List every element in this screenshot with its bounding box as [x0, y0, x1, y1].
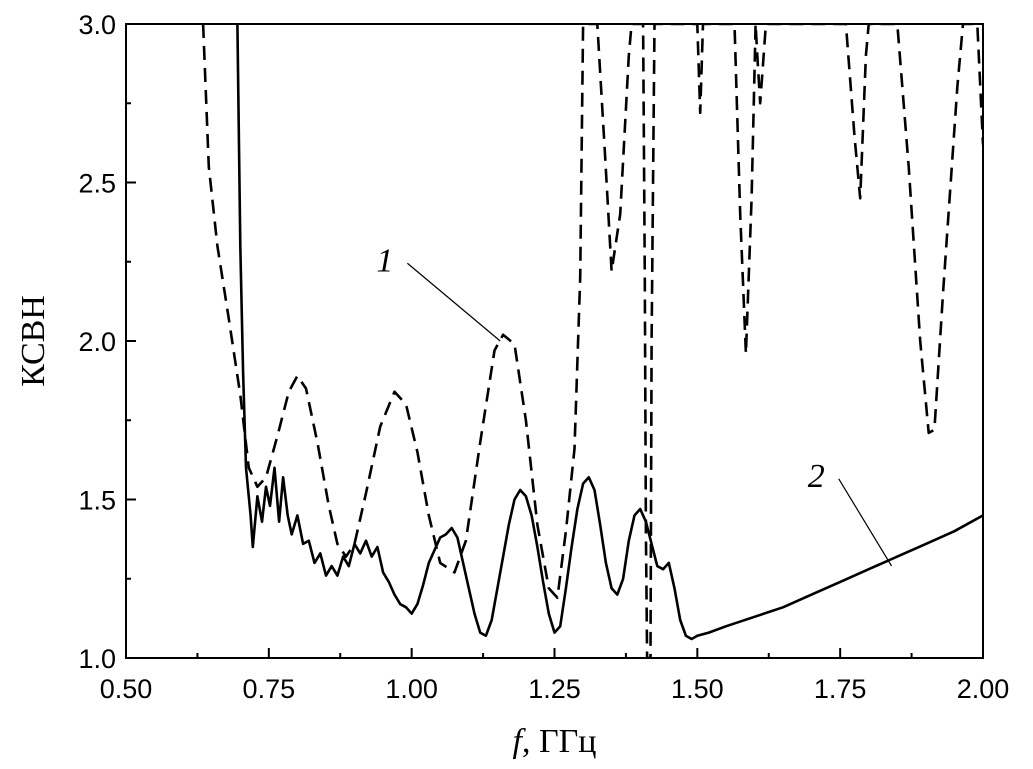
x-tick-label: 1.25	[528, 674, 581, 704]
plot-frame	[125, 23, 984, 659]
x-tick-label: 1.00	[385, 674, 438, 704]
x-axis: 0.50 0.75 1.00 1.25 1.50 1.75 2.00	[100, 648, 1010, 704]
x-axis-unit: , ГГц	[522, 723, 597, 760]
y-axis-title: КСВН	[15, 295, 52, 387]
y-tick-label: 3.0	[78, 10, 116, 40]
y-axis: 1.0 1.5 2.0 2.5 3.0	[78, 10, 136, 674]
annotation-label-2: 2	[808, 458, 825, 495]
annotation-leader-2	[838, 478, 893, 567]
annotation-label-1: 1	[376, 242, 393, 279]
y-tick-label: 1.0	[78, 644, 116, 674]
x-tick-label: 1.75	[814, 674, 867, 704]
y-tick-label: 2.5	[78, 169, 116, 199]
annotation-leader-1	[406, 262, 501, 342]
series-1-line	[201, 24, 983, 658]
y-tick-label: 2.0	[78, 327, 116, 357]
series-2-line	[236, 24, 983, 641]
x-tick-label: 0.75	[243, 674, 296, 704]
x-axis-title: f, ГГц	[513, 723, 597, 760]
plot-lines	[201, 24, 983, 658]
y-tick-label: 1.5	[78, 486, 116, 516]
x-tick-label: 2.00	[957, 674, 1010, 704]
x-tick-label: 1.50	[671, 674, 724, 704]
x-tick-label: 0.50	[100, 674, 153, 704]
annotations: 12	[376, 242, 893, 567]
